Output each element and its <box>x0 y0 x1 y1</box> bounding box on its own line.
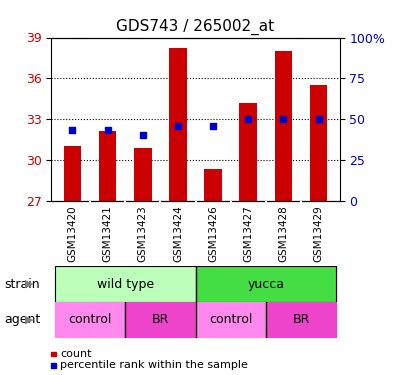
Bar <box>275 51 292 201</box>
Point <box>316 116 322 122</box>
Bar <box>64 146 81 201</box>
Text: control: control <box>209 313 252 326</box>
Text: ▶: ▶ <box>25 315 34 325</box>
Text: GSM13429: GSM13429 <box>314 205 324 262</box>
Text: GSM13421: GSM13421 <box>103 205 113 262</box>
Text: strain: strain <box>4 278 40 291</box>
Bar <box>134 148 152 201</box>
Text: percentile rank within the sample: percentile rank within the sample <box>60 360 248 370</box>
Text: GSM13428: GSM13428 <box>278 205 288 262</box>
Title: GDS743 / 265002_at: GDS743 / 265002_at <box>117 18 275 35</box>
Text: count: count <box>60 349 92 358</box>
Text: agent: agent <box>4 313 40 326</box>
Text: GSM13427: GSM13427 <box>243 205 253 262</box>
Text: yucca: yucca <box>247 278 284 291</box>
Point <box>210 123 216 129</box>
Text: BR: BR <box>292 313 310 326</box>
Text: GSM13424: GSM13424 <box>173 205 183 262</box>
Text: control: control <box>68 313 112 326</box>
Bar <box>99 131 117 201</box>
Bar <box>125 302 196 338</box>
Bar <box>196 302 266 338</box>
Point <box>104 128 111 134</box>
Bar <box>55 302 125 338</box>
Point <box>139 132 146 138</box>
Text: GSM13426: GSM13426 <box>208 205 218 262</box>
Bar <box>310 85 327 201</box>
Text: ▶: ▶ <box>25 279 34 289</box>
Point <box>175 123 181 129</box>
Bar <box>196 266 336 302</box>
Text: wild type: wild type <box>97 278 154 291</box>
Point <box>280 116 287 122</box>
Point <box>69 128 75 134</box>
Bar <box>266 302 336 338</box>
Text: GSM13420: GSM13420 <box>68 205 77 262</box>
Bar <box>169 48 187 201</box>
Text: BR: BR <box>152 313 169 326</box>
Text: GSM13423: GSM13423 <box>138 205 148 262</box>
Bar <box>239 103 257 201</box>
Point <box>245 116 252 122</box>
Bar <box>55 266 196 302</box>
Bar <box>204 170 222 201</box>
